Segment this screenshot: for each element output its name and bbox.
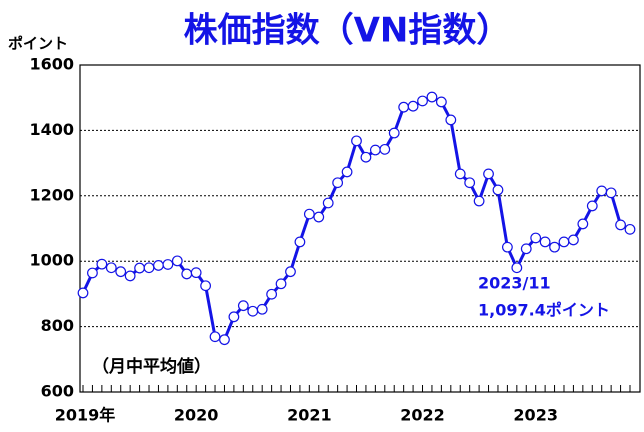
point: [247, 305, 259, 317]
point: [388, 127, 400, 139]
point: [96, 258, 108, 270]
point: [105, 262, 117, 274]
point: [285, 266, 296, 278]
point: [530, 232, 542, 244]
annotation-date: 2023/11: [478, 274, 551, 293]
point: [586, 200, 598, 212]
point: [568, 234, 579, 246]
point: [341, 166, 353, 178]
point: [369, 144, 381, 156]
point: [294, 236, 306, 248]
point: [596, 185, 608, 197]
point: [313, 211, 325, 223]
y-axis-label: ポイント: [8, 35, 68, 53]
point: [473, 195, 485, 207]
point: [228, 311, 240, 323]
point: [181, 268, 193, 280]
point: [520, 243, 532, 255]
plot-frame: [79, 64, 641, 393]
point: [464, 177, 476, 189]
y-tick-label: 1000: [29, 251, 74, 270]
point: [209, 331, 221, 343]
y-tick-label: 1400: [29, 120, 74, 139]
point: [435, 96, 447, 108]
point: [360, 151, 372, 163]
point: [275, 278, 287, 290]
point: [124, 270, 136, 282]
point: [171, 255, 183, 267]
point: [624, 223, 636, 235]
point: [558, 236, 570, 248]
x-tick-label: 2019年: [55, 406, 116, 425]
point: [454, 168, 466, 180]
y-tick-label: 1200: [29, 185, 74, 204]
chart-title: 株価指数（VN指数）: [184, 11, 511, 51]
point: [605, 187, 617, 199]
point: [153, 260, 164, 271]
x-tick-label: 2022: [400, 406, 445, 425]
point: [492, 184, 504, 196]
point: [483, 168, 494, 180]
point: [237, 300, 249, 312]
point: [407, 100, 419, 112]
point: [379, 143, 391, 155]
point: [77, 287, 89, 299]
point: [256, 303, 268, 315]
point: [200, 280, 212, 292]
point: [549, 241, 560, 253]
point: [539, 236, 551, 248]
point: [511, 262, 523, 274]
point: [322, 197, 334, 209]
annotation-value: 1,097.4ポイント: [478, 301, 610, 320]
point: [426, 91, 438, 103]
point: [190, 267, 202, 279]
point: [615, 219, 626, 231]
y-tick-label: 600: [41, 382, 74, 401]
point: [134, 262, 145, 274]
point: [162, 259, 174, 270]
point: [303, 208, 315, 220]
x-tick-label: 2023: [513, 406, 558, 425]
y-tick-label: 800: [41, 316, 74, 335]
point: [398, 101, 410, 113]
note: （月中平均値）: [92, 356, 211, 377]
point: [351, 135, 362, 147]
y-tick-label: 1600: [29, 55, 74, 74]
point: [266, 288, 278, 300]
point: [87, 267, 98, 279]
point: [445, 114, 457, 126]
x-tick-label: 2020: [174, 406, 219, 425]
point: [417, 95, 428, 107]
point: [115, 266, 127, 278]
point: [501, 241, 513, 253]
point: [577, 218, 589, 230]
point: [332, 177, 344, 189]
point: [219, 334, 230, 346]
point: [143, 262, 155, 274]
x-tick-label: 2021: [287, 406, 332, 425]
